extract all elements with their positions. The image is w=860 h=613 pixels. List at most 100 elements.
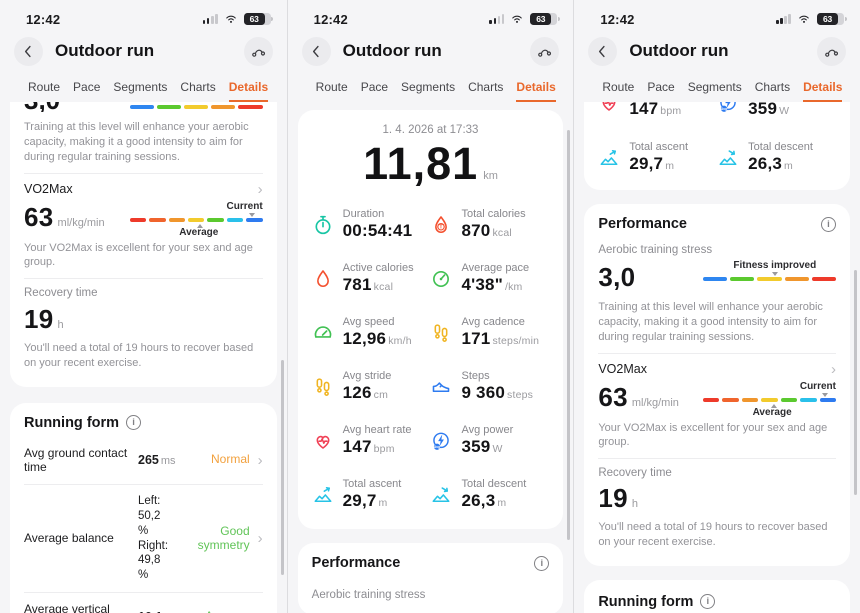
- wifi-icon: [796, 13, 812, 25]
- tab-segments[interactable]: Segments: [401, 80, 456, 94]
- scrollbar[interactable]: [567, 130, 571, 540]
- stat-total-descent: Total descent 26,3 m: [430, 478, 549, 511]
- power-icon: [430, 430, 452, 452]
- tab-charts[interactable]: Charts: [180, 80, 216, 94]
- bar-segment: [757, 277, 782, 281]
- recovery-description: You'll need a total of 19 hours to recov…: [24, 342, 254, 370]
- tab-segments[interactable]: Segments: [113, 80, 168, 94]
- performance-card: Performance i Aerobic training stress: [297, 543, 564, 613]
- running-form-card-clipped: Running form i: [584, 579, 850, 613]
- bar-segment: [246, 217, 263, 222]
- status-icons: 63: [202, 12, 274, 26]
- aerobic-description: Training at this level will enhance your…: [24, 121, 249, 163]
- tab-segments[interactable]: Segments: [687, 80, 742, 94]
- ground-contact-row[interactable]: Avg ground contact time 265 ms Normal ›: [24, 437, 263, 484]
- row-label: Average balance: [24, 531, 114, 546]
- scroll-content: 1. 4. 2026 at 17:33 11,81 km Duration 00:5…: [288, 102, 574, 613]
- route-icon: [536, 43, 553, 60]
- tab-details[interactable]: Details: [803, 80, 843, 102]
- running-form-title: Running form: [24, 414, 120, 431]
- aerobic-stress-label: Aerobic training stress: [598, 244, 713, 256]
- chevron-right-icon: ›: [830, 360, 836, 378]
- phone-screen-3: 12:42 63 Outdoor run Route Pace Segments…: [573, 0, 860, 613]
- ascent-icon: [598, 147, 620, 169]
- battery-nub: [844, 16, 847, 22]
- tab-details[interactable]: Details: [516, 80, 556, 102]
- cellular-signal-icon: [202, 14, 218, 24]
- bar-segment: [722, 397, 739, 402]
- current-marker-label: Current: [226, 200, 263, 212]
- row-value: Left: 50,2 % Right: 49,8 %: [138, 494, 169, 582]
- tab-pace[interactable]: Pace: [73, 80, 101, 94]
- vo2max-row[interactable]: VO2Max ›: [598, 362, 836, 377]
- route-button[interactable]: [243, 36, 273, 66]
- recovery-unit: h: [57, 319, 64, 332]
- average-marker-label: Average: [752, 406, 792, 418]
- route-button[interactable]: [816, 36, 846, 66]
- scroll-content: 3,0 Training at this level will enhance …: [0, 102, 287, 613]
- tab-route[interactable]: Route: [602, 80, 635, 94]
- running-form-card: Running form i Avg ground contact time 2…: [10, 402, 277, 613]
- scrollbar[interactable]: [280, 360, 284, 575]
- bar-segment: [238, 105, 263, 109]
- tab-charts[interactable]: Charts: [468, 80, 504, 94]
- average-marker-label: Average: [179, 226, 219, 238]
- ascent-icon: [312, 484, 334, 506]
- tab-route[interactable]: Route: [28, 80, 61, 94]
- info-icon[interactable]: i: [126, 415, 142, 431]
- bar-segment: [819, 397, 836, 402]
- header: Outdoor run: [288, 30, 574, 70]
- stat-total-ascent: Total ascent 29,7 m: [312, 478, 431, 511]
- bar-segment: [730, 277, 755, 281]
- distance-value: 11,81: [363, 138, 479, 189]
- status-bar: 12:42 63: [0, 0, 287, 30]
- aerobic-stress-scale: Fitness improved: [702, 260, 836, 294]
- route-button[interactable]: [530, 36, 560, 66]
- aerobic-stress-bar: [129, 105, 263, 109]
- tab-bar: Route Pace Segments Charts Details: [0, 70, 287, 102]
- info-icon[interactable]: i: [700, 594, 716, 610]
- info-icon[interactable]: i: [820, 216, 836, 232]
- vo2max-scale: Current Average: [129, 200, 263, 238]
- info-icon[interactable]: i: [534, 555, 550, 571]
- vo2max-scale: Current Average: [702, 381, 836, 418]
- bar-segment: [702, 277, 728, 281]
- divider: [24, 172, 263, 174]
- vo2max-row[interactable]: VO2Max ›: [24, 182, 263, 197]
- active-calories-icon: [312, 268, 334, 290]
- shoe-icon: [430, 376, 452, 398]
- heart-rate-icon: [312, 430, 334, 452]
- performance-title: Performance: [311, 555, 401, 571]
- tab-bar: Route Pace Segments Charts Details: [574, 70, 860, 102]
- battery-icon: 63: [816, 12, 847, 26]
- recovery-value: 19: [598, 483, 628, 514]
- descent-icon: [717, 147, 739, 169]
- tab-details[interactable]: Details: [228, 80, 269, 102]
- performance-title-row: Performance i: [598, 216, 836, 232]
- fitness-marker-icon: [772, 272, 779, 276]
- tab-pace[interactable]: Pace: [647, 80, 675, 94]
- bar-segment: [184, 105, 209, 109]
- recovery-value: 19: [24, 304, 54, 335]
- bar-segment: [187, 217, 205, 222]
- battery-percent: 63: [816, 12, 838, 26]
- average-marker-icon: [770, 403, 777, 408]
- bar-segment: [702, 397, 720, 402]
- scrollbar[interactable]: [853, 270, 857, 495]
- status-badge: Average: [205, 609, 249, 613]
- vertical-oscillation-row[interactable]: Average vertical oscillation 10,1cm Aver…: [24, 593, 263, 613]
- tab-charts[interactable]: Charts: [754, 80, 791, 94]
- vo2max-value-row: 63 ml/kg/min Current Average: [24, 200, 263, 238]
- back-button[interactable]: [301, 36, 331, 66]
- bar-segment: [129, 105, 154, 109]
- balance-row[interactable]: Average balance Left: 50,2 % Right: 49,8…: [24, 485, 263, 593]
- back-button[interactable]: [14, 36, 43, 66]
- tab-route[interactable]: Route: [315, 80, 348, 94]
- back-button[interactable]: [588, 36, 618, 66]
- clock: 12:42: [313, 11, 348, 27]
- footsteps-icon: [312, 376, 334, 398]
- tab-pace[interactable]: Pace: [360, 80, 389, 94]
- stat-total-ascent: Total ascent 29,7 m: [598, 141, 717, 174]
